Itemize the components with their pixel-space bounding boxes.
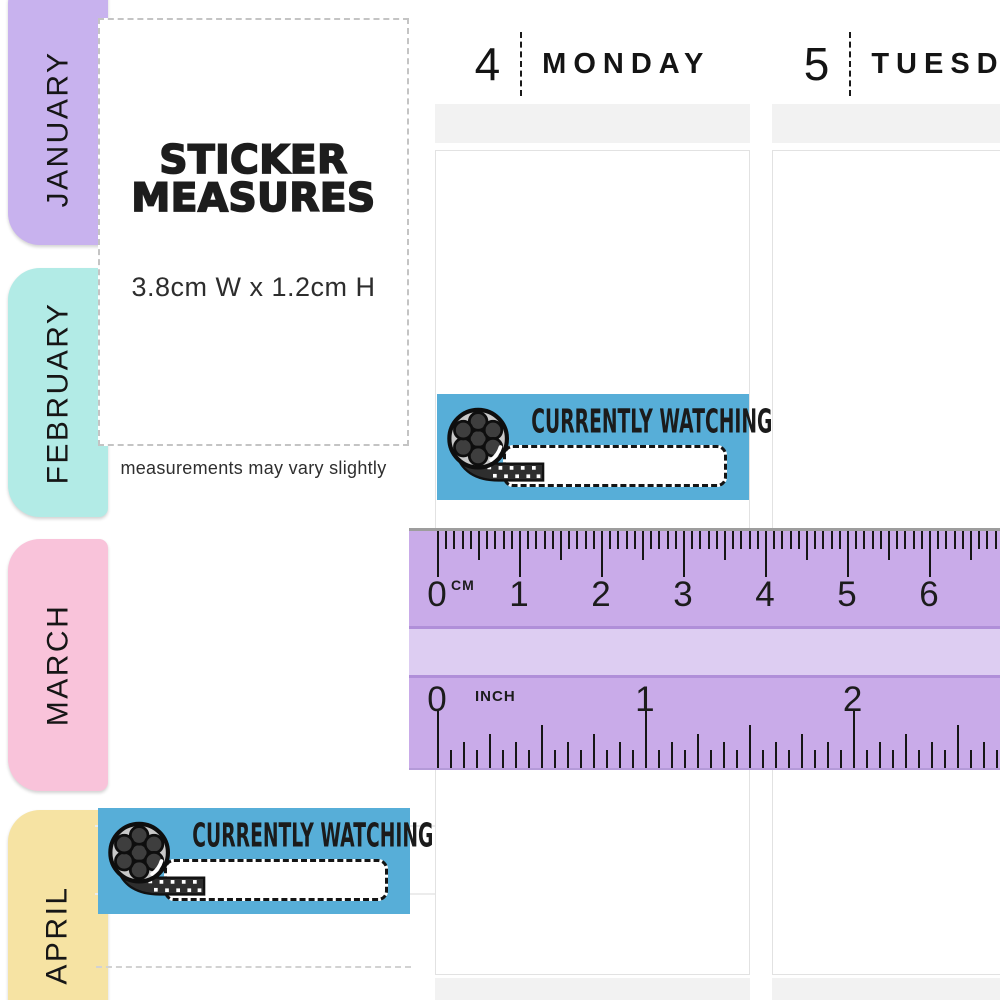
currently-watching-sticker: CURRENTLY WATCHING xyxy=(437,394,773,500)
measure-title-line2: MEASURES xyxy=(131,176,376,222)
measure-caption: measurements may vary slightly xyxy=(120,458,387,478)
tab-january[interactable]: JANUARY xyxy=(8,0,108,245)
header-dashed-divider xyxy=(520,32,523,96)
monday-bottom-strip xyxy=(435,978,750,1000)
tab-april-label: APRIL xyxy=(41,885,74,985)
tuesday-date: 5 xyxy=(803,38,830,90)
tab-march[interactable]: MARCH xyxy=(8,539,108,791)
column-tuesday: 5 TUESDAY xyxy=(772,0,1000,1000)
monday-date: 4 xyxy=(474,38,501,90)
currently-watching-sticker-sample: CURRENTLY WATCHING xyxy=(98,808,434,914)
measure-card-title: STICKER MEASURES xyxy=(100,140,407,222)
tab-april[interactable]: APRIL xyxy=(8,810,108,1000)
sticker-measures-card: STICKER MEASURES 3.8cm W x 1.2cm H xyxy=(98,18,409,446)
tuesday-header: 5 TUESDAY xyxy=(772,32,1000,96)
tuesday-top-strip xyxy=(772,104,1000,143)
tab-march-label: MARCH xyxy=(41,603,74,727)
ruler-divider xyxy=(409,626,1000,629)
tuesday-bottom-strip xyxy=(772,978,1000,1000)
cutoff-dashed-box-edge xyxy=(96,966,411,968)
ruler-top-edge xyxy=(409,528,1000,531)
header-dashed-divider xyxy=(849,32,852,96)
monday-top-strip xyxy=(435,104,750,143)
column-monday: 4 MONDAY xyxy=(435,0,750,1000)
monday-day-name: MONDAY xyxy=(542,47,711,80)
tuesday-day-name: TUESDAY xyxy=(871,47,1000,80)
film-reel-icon xyxy=(447,407,545,482)
sticker-label: CURRENTLY WATCHING xyxy=(531,403,773,442)
tab-january-label: JANUARY xyxy=(41,50,75,207)
monday-header: 4 MONDAY xyxy=(435,32,750,96)
ruler-divider xyxy=(409,675,1000,678)
ruler-middle-band xyxy=(409,629,1000,675)
ruler-cm-unit-label: CM xyxy=(451,577,475,593)
sticker-dimensions: 3.8cm W x 1.2cm H xyxy=(131,272,376,302)
measure-title-line1: STICKER xyxy=(158,138,348,183)
tab-february[interactable]: FEBRUARY xyxy=(8,268,108,517)
film-reel-icon xyxy=(108,821,206,896)
sticker-label: CURRENTLY WATCHING xyxy=(192,817,434,856)
ruler-inch-unit-label: INCH xyxy=(475,688,516,705)
tab-february-label: FEBRUARY xyxy=(41,301,75,484)
